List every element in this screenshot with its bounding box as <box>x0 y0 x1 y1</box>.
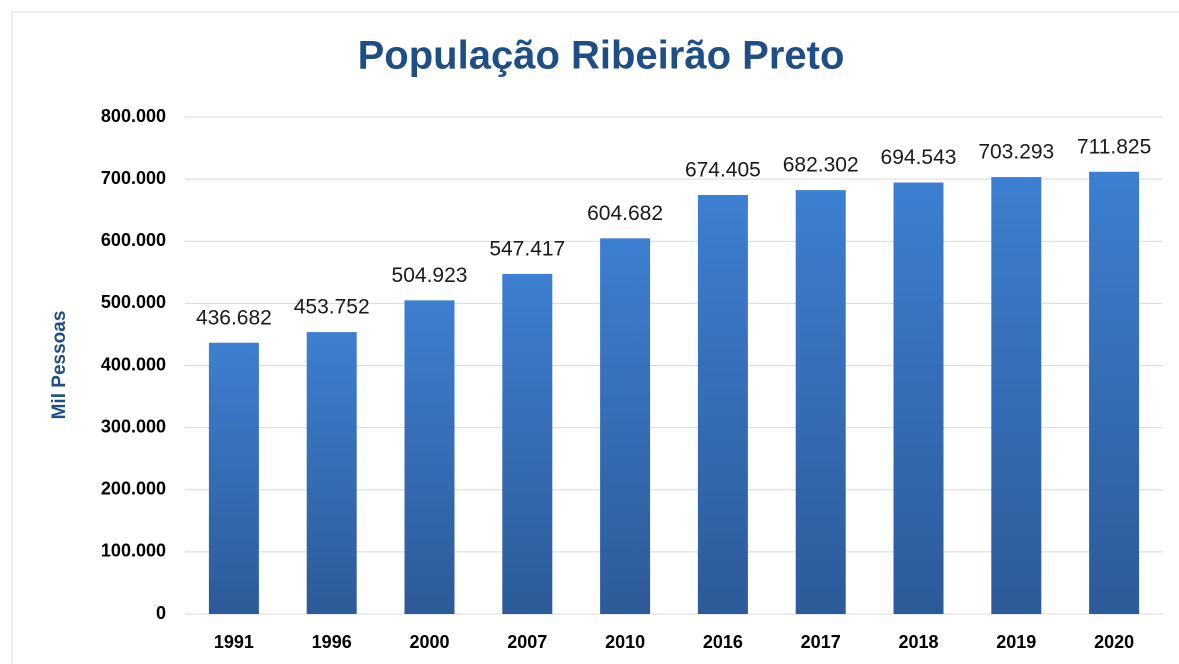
x-tick-label: 1991 <box>214 632 254 652</box>
x-tick-label: 2020 <box>1094 632 1134 652</box>
value-label: 694.543 <box>881 146 957 169</box>
y-tick-label: 800.000 <box>101 106 166 126</box>
bar <box>306 332 357 614</box>
value-label: 711.825 <box>1077 135 1151 158</box>
value-label: 604.682 <box>587 202 663 225</box>
bar <box>1089 171 1140 614</box>
value-label: 674.405 <box>685 159 761 182</box>
y-axis-label: Mil Pessoas <box>49 311 70 420</box>
bar <box>795 190 846 615</box>
bar <box>893 182 944 614</box>
y-tick-label: 300.000 <box>101 416 166 436</box>
chart-title: População Ribeirão Preto <box>358 34 845 78</box>
value-label: 453.752 <box>294 296 370 319</box>
y-tick-label: 100.000 <box>101 541 166 561</box>
chart-border <box>11 11 1179 664</box>
value-label: 703.293 <box>978 141 1054 164</box>
bar <box>697 195 748 615</box>
y-tick-label: 200.000 <box>101 479 166 499</box>
x-tick-label: 2017 <box>801 632 841 652</box>
y-tick-label: 400.000 <box>101 354 166 374</box>
bar <box>991 177 1042 614</box>
x-tick-label: 2010 <box>605 632 645 652</box>
x-tick-label: 2007 <box>507 632 547 652</box>
x-tick-label: 1996 <box>312 632 352 652</box>
x-tick-label: 2016 <box>703 632 743 652</box>
y-tick-label: 600.000 <box>101 230 166 250</box>
x-tick-label: 2018 <box>898 632 938 652</box>
bar <box>404 300 455 614</box>
value-label: 547.417 <box>489 237 565 260</box>
y-tick-label: 700.000 <box>101 168 166 188</box>
value-label: 682.302 <box>783 154 859 177</box>
x-tick-label: 2000 <box>409 632 449 652</box>
bar <box>502 273 553 614</box>
y-tick-label: 0 <box>156 603 166 623</box>
value-label: 504.923 <box>392 264 468 287</box>
value-label: 436.682 <box>196 306 272 329</box>
y-tick-label: 500.000 <box>101 292 166 312</box>
bar <box>208 342 259 614</box>
x-tick-label: 2019 <box>996 632 1036 652</box>
bar <box>600 238 651 614</box>
